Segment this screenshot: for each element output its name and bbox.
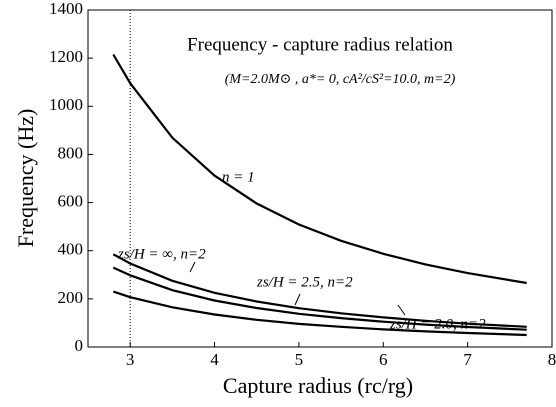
y-tick-label: 200 [58, 288, 84, 307]
y-tick-label: 800 [58, 143, 84, 162]
leader-line [189, 261, 196, 273]
series-label: n = 1 [222, 169, 255, 185]
x-tick-label: 3 [126, 350, 135, 369]
series-label: zs/H = ∞, n=2 [117, 246, 206, 262]
chart-subtitle: (M=2.0M⊙ , a*= 0, cA²/cS²=10.0, m=2) [225, 72, 456, 87]
series-label: zs/H = 2.0, n=2 [389, 316, 486, 332]
curve [112, 253, 527, 328]
leader-line [294, 293, 301, 306]
x-axis-label: Capture radius (rc/rg) [223, 373, 413, 398]
chart-title: Frequency - capture radius relation [187, 34, 453, 55]
y-tick-label: 1400 [49, 0, 83, 18]
leader-line [397, 304, 406, 316]
x-tick-label: 5 [295, 350, 304, 369]
series-label: zs/H = 2.5, n=2 [256, 274, 353, 290]
y-tick-label: 600 [58, 191, 84, 210]
x-tick-label: 4 [210, 350, 219, 369]
x-tick-label: 7 [463, 350, 472, 369]
curve [112, 53, 527, 285]
curve [112, 266, 527, 331]
y-axis-label: Frequency (Hz) [13, 109, 38, 248]
y-tick-label: 1200 [49, 47, 83, 66]
plot-frame [87, 9, 553, 348]
y-tick-label: 400 [58, 240, 84, 259]
x-tick-label: 6 [379, 350, 388, 369]
x-tick-label: 8 [548, 350, 556, 369]
y-tick-label: 0 [75, 336, 84, 355]
y-tick-label: 1000 [49, 95, 83, 114]
curve [112, 290, 527, 337]
